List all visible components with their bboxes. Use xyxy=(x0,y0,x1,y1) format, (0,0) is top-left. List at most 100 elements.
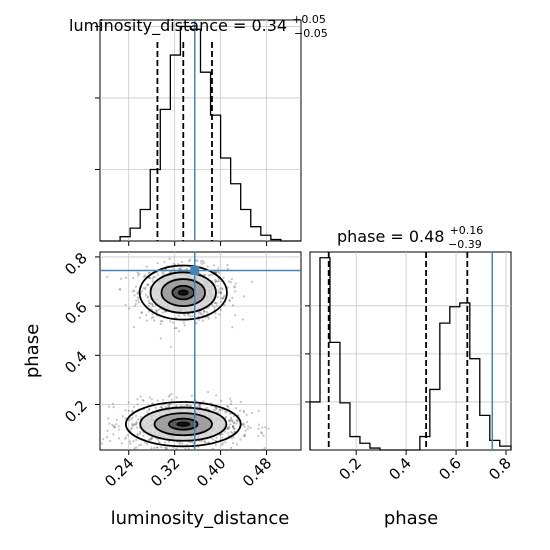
joint-posterior-sample-point xyxy=(232,436,235,439)
joint-posterior-sample-point xyxy=(136,434,139,437)
joint-posterior-sample-point xyxy=(232,414,236,418)
joint-posterior-sample-point xyxy=(206,265,209,268)
joint-posterior-sample-point xyxy=(235,407,238,410)
joint-posterior-sample-point xyxy=(221,433,224,436)
joint-posterior-sample-point xyxy=(180,266,183,269)
joint-posterior-sample-point xyxy=(232,421,235,424)
joint-posterior-sample-point xyxy=(150,317,153,320)
joint-posterior-sample-point xyxy=(150,438,153,441)
joint-posterior-sample-point xyxy=(185,403,188,407)
joint-posterior-sample-point xyxy=(217,289,220,292)
joint-posterior-sample-point xyxy=(218,408,221,411)
joint-posterior-sample-point xyxy=(173,327,176,330)
joint-posterior-sample-point xyxy=(151,305,155,308)
joint-posterior-sample-point xyxy=(211,273,214,276)
joint-posterior-sample-point xyxy=(124,436,127,439)
joint-posterior-sample-point xyxy=(190,440,194,444)
joint-posterior-sample-point xyxy=(126,434,129,437)
phase-histogram-xtick-label: 0.2 xyxy=(335,454,365,484)
joint-posterior-sample-point xyxy=(144,293,147,296)
joint-posterior-sample-point xyxy=(133,289,136,292)
joint-posterior-ytick-label: 0.8 xyxy=(61,249,91,279)
joint-posterior-sample-point xyxy=(207,441,211,444)
joint-posterior-sample-point xyxy=(167,404,170,407)
joint-posterior-sample-point xyxy=(229,419,232,422)
joint-posterior-sample-point xyxy=(227,426,230,429)
joint-posterior-sample-point xyxy=(156,446,159,449)
joint-posterior-sample-point xyxy=(184,314,187,317)
joint-posterior-sample-point xyxy=(231,296,234,299)
joint-posterior-sample-point xyxy=(207,317,211,320)
joint-posterior-sample-point xyxy=(160,405,163,408)
joint-posterior-sample-point xyxy=(177,314,180,317)
joint-posterior-sample-point xyxy=(141,398,144,402)
joint-posterior-sample-point xyxy=(191,315,194,318)
joint-posterior-sample-point xyxy=(130,418,133,421)
joint-posterior-sample-point xyxy=(235,419,238,422)
joint-posterior-sample-point xyxy=(155,309,158,312)
joint-posterior-sample-point xyxy=(195,321,198,324)
joint-posterior-sample-point xyxy=(151,436,154,439)
joint-posterior-sample-point xyxy=(214,444,218,447)
joint-posterior-sample-point xyxy=(135,422,138,425)
joint-posterior-sample-point xyxy=(153,275,156,279)
joint-posterior-sample-point xyxy=(220,443,224,446)
joint-posterior-sample-point xyxy=(178,442,181,445)
joint-posterior-sample-point xyxy=(244,429,247,432)
joint-posterior-sample-point xyxy=(131,410,134,413)
joint-posterior-sample-point xyxy=(138,316,141,319)
joint-posterior-sample-point xyxy=(151,303,154,306)
joint-posterior-sample-point xyxy=(234,282,237,285)
joint-posterior-sample-point xyxy=(129,442,132,445)
joint-posterior-sample-point xyxy=(224,441,227,444)
joint-posterior-sample-point xyxy=(243,433,247,436)
joint-posterior-sample-point xyxy=(225,411,228,414)
joint-posterior-sample-point xyxy=(228,425,231,428)
joint-posterior-sample-point xyxy=(148,396,151,399)
joint-posterior-sample-point xyxy=(170,398,173,401)
joint-posterior-sample-point xyxy=(207,274,210,277)
joint-posterior-sample-point xyxy=(130,427,133,430)
y-axis-label-phase: phase xyxy=(22,324,43,378)
joint-posterior-sample-point xyxy=(144,274,147,277)
joint-posterior-sample-point xyxy=(207,306,210,309)
joint-posterior-sample-point xyxy=(136,271,139,274)
joint-posterior-sample-point xyxy=(180,404,183,407)
luminosity-distance-title-plus: +0.05 xyxy=(292,13,326,26)
joint-posterior-sample-point xyxy=(138,431,142,434)
joint-posterior-ytick-label: 0.6 xyxy=(61,298,91,328)
joint-posterior-sample-point xyxy=(169,345,172,349)
phase-quantile-lines xyxy=(327,252,469,450)
joint-posterior-sample-point xyxy=(267,427,270,430)
joint-posterior-sample-point xyxy=(167,449,170,450)
phase-histogram-xtick-label: 0.6 xyxy=(435,454,465,484)
joint-posterior-xtick-label: 0.32 xyxy=(147,454,183,490)
joint-posterior-sample-point xyxy=(165,447,169,450)
joint-posterior-sample-point xyxy=(172,446,175,449)
phase-title-base: phase = 0.48 xyxy=(337,227,444,246)
joint-posterior-sample-point xyxy=(142,399,145,403)
joint-posterior-sample-point xyxy=(145,313,148,317)
joint-posterior-sample-point xyxy=(96,409,98,411)
joint-posterior-sample-point xyxy=(214,451,216,453)
joint-posterior-sample-point xyxy=(198,404,201,407)
joint-posterior-sample-point xyxy=(168,403,171,406)
joint-posterior-sample-point xyxy=(232,427,236,430)
joint-posterior-sample-point xyxy=(137,301,140,304)
joint-posterior-sample-point xyxy=(219,292,222,295)
joint-posterior-sample-point xyxy=(191,451,193,453)
joint-posterior-sample-point xyxy=(197,318,200,322)
joint-posterior-sample-point xyxy=(215,304,218,307)
joint-posterior-sample-point xyxy=(185,404,188,407)
joint-posterior-sample-point xyxy=(175,404,178,407)
joint-posterior-sample-point xyxy=(229,430,233,434)
joint-posterior-sample-point xyxy=(245,413,248,416)
joint-posterior-sample-point xyxy=(119,288,122,291)
joint-posterior-sample-point xyxy=(135,426,139,429)
joint-posterior-sample-point xyxy=(156,446,159,449)
joint-posterior-contour-core xyxy=(177,289,189,296)
joint-posterior-sample-point xyxy=(242,422,245,426)
joint-posterior-sample-point xyxy=(201,319,205,322)
joint-posterior-sample-point xyxy=(230,437,233,440)
joint-posterior-sample-point xyxy=(132,424,135,427)
